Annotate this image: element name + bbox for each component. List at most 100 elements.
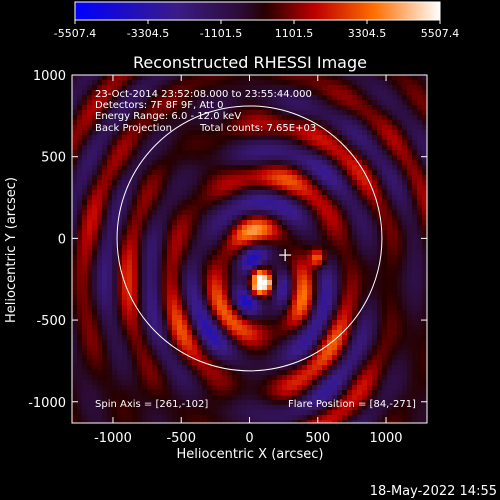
heatmap-cell (262, 240, 268, 246)
heatmap-cell (112, 95, 118, 101)
heatmap-cell (267, 245, 273, 251)
heatmap-cell (262, 275, 268, 281)
heatmap-cell (327, 80, 333, 86)
heatmap-cell (72, 150, 78, 156)
heatmap-cell (202, 295, 208, 301)
heatmap-cell (302, 80, 308, 86)
heatmap-cell (412, 360, 418, 366)
heatmap-cell (222, 160, 228, 166)
heatmap-cell (142, 230, 148, 236)
heatmap-cell (207, 370, 213, 376)
heatmap-cell (367, 115, 373, 121)
heatmap-cell (142, 345, 148, 351)
heatmap-cell (422, 190, 427, 196)
heatmap-cell (142, 365, 148, 371)
heatmap-cell (187, 410, 193, 416)
heatmap-cell (407, 145, 413, 151)
heatmap-cell (127, 235, 133, 241)
heatmap-cell (102, 155, 108, 161)
heatmap-cell (272, 360, 278, 366)
heatmap-cell (347, 365, 353, 371)
heatmap-cell (392, 415, 398, 421)
heatmap-cell (422, 330, 427, 336)
heatmap-cell (267, 320, 273, 326)
heatmap-cell (332, 340, 338, 346)
heatmap-cell (177, 350, 183, 356)
heatmap-cell (227, 235, 233, 241)
heatmap-cell (407, 395, 413, 401)
heatmap-cell (307, 75, 313, 81)
heatmap-cell (227, 305, 233, 311)
heatmap-cell (192, 360, 198, 366)
heatmap-cell (247, 375, 253, 381)
heatmap-cell (212, 210, 218, 216)
heatmap-cell (177, 180, 183, 186)
heatmap-cell (222, 155, 228, 161)
heatmap-cell (147, 290, 153, 296)
heatmap-cell (207, 280, 213, 286)
heatmap-cell (192, 85, 198, 91)
heatmap-cell (307, 330, 313, 336)
heatmap-cell (257, 265, 263, 271)
heatmap-cell (367, 350, 373, 356)
heatmap-cell (162, 240, 168, 246)
heatmap-cell (307, 360, 313, 366)
heatmap-cell (82, 90, 88, 96)
heatmap-cell (397, 100, 403, 106)
heatmap-cell (257, 125, 263, 131)
heatmap-cell (147, 80, 153, 86)
heatmap-cell (82, 100, 88, 106)
heatmap-cell (107, 135, 113, 141)
heatmap-cell (112, 170, 118, 176)
heatmap-cell (407, 415, 413, 421)
heatmap-cell (337, 315, 343, 321)
heatmap-cell (82, 130, 88, 136)
heatmap-cell (232, 100, 238, 106)
heatmap-cell (212, 265, 218, 271)
heatmap-cell (302, 325, 308, 331)
heatmap-cell (332, 215, 338, 221)
heatmap-cell (307, 205, 313, 211)
heatmap-cell (327, 295, 333, 301)
heatmap-cell (127, 380, 133, 386)
heatmap-cell (377, 370, 383, 376)
heatmap-cell (202, 300, 208, 306)
heatmap-cell (322, 295, 328, 301)
heatmap-cell (292, 175, 298, 181)
heatmap-cell (212, 75, 218, 81)
heatmap-cell (262, 330, 268, 336)
heatmap-cell (262, 320, 268, 326)
heatmap-cell (232, 125, 238, 131)
heatmap-cell (132, 145, 138, 151)
heatmap-cell (102, 260, 108, 266)
heatmap-cell (332, 240, 338, 246)
heatmap-cell (277, 335, 283, 341)
heatmap-cell (127, 370, 133, 376)
heatmap-cell (102, 80, 108, 86)
heatmap-cell (117, 120, 123, 126)
heatmap-cell (72, 135, 78, 141)
heatmap-cell (272, 420, 278, 423)
heatmap-cell (227, 330, 233, 336)
heatmap-cell (167, 400, 173, 406)
heatmap-cell (307, 325, 313, 331)
heatmap-cell (222, 210, 228, 216)
heatmap-cell (302, 130, 308, 136)
heatmap-cell (227, 90, 233, 96)
heatmap-cell (307, 370, 313, 376)
heatmap-cell (152, 320, 158, 326)
heatmap-cell (182, 155, 188, 161)
heatmap-cell (292, 355, 298, 361)
heatmap-cell (422, 320, 427, 326)
heatmap-cell (242, 305, 248, 311)
heatmap-cell (82, 170, 88, 176)
heatmap-cell (207, 390, 213, 396)
heatmap-cell (262, 285, 268, 291)
heatmap-cell (412, 205, 418, 211)
heatmap-cell (222, 100, 228, 106)
heatmap-cell (322, 315, 328, 321)
heatmap-cell (112, 255, 118, 261)
heatmap-cell (302, 210, 308, 216)
heatmap-cell (157, 230, 163, 236)
heatmap-cell (192, 270, 198, 276)
